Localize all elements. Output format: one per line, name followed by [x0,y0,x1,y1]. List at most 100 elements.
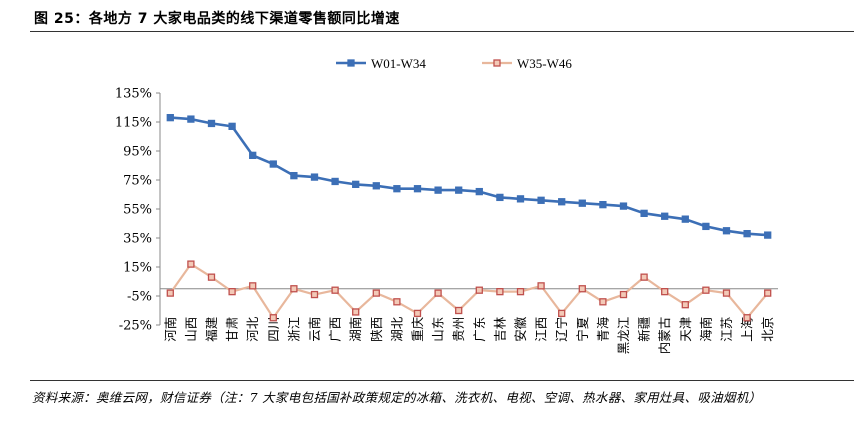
series-1-point [249,151,257,160]
series-2-point [434,289,442,297]
series-2-point [661,287,669,296]
series-2-point [249,282,257,290]
series-2-point [331,286,339,294]
series-2-point [352,308,360,316]
series-1-point [640,209,648,218]
y-tick-label: 55% [123,203,152,218]
series-2-point [187,260,195,268]
series-2-point [681,301,689,309]
x-category-label: 河北 [245,316,260,342]
series-2-point [496,287,504,296]
x-category-label: 新疆 [637,317,652,342]
x-category-label: 重庆 [410,316,425,342]
series-2-point [558,309,566,318]
series-2-point [702,286,710,294]
series-1-point [393,185,401,193]
x-category-label: 吉林 [492,316,507,342]
x-category-label: 宁夏 [575,316,590,342]
series-1-point [207,119,216,128]
series-1-point [558,198,566,206]
series-1-point [661,212,669,220]
y-tick-label: 35% [123,232,152,247]
series-2-point [393,298,401,306]
bottom-divider [30,380,854,381]
series-line-2 [169,263,769,319]
series-1-point [166,114,174,122]
x-category-label: 山西 [183,317,198,342]
x-category-label: 陕西 [369,317,384,342]
line-chart: -25% -5% 15% 35% 55% 75% 95% 115% 135% 河南 山西 福建 甘肃 河北… [115,56,778,355]
series-1-point [269,160,277,168]
series-1-point [578,199,586,207]
series-line-1 [170,116,768,237]
series-1-point [352,180,360,189]
series-1-point [702,222,710,231]
x-category-label: 青海 [595,316,610,342]
series-2-point [578,285,586,293]
series-1-point [413,185,422,193]
series-1-point [331,177,339,186]
series-2-point [722,289,731,297]
x-category-label: 天津 [678,317,693,342]
series-2-point [640,273,648,281]
x-category-label: 湖南 [348,317,363,342]
legend-marker-1 [347,59,355,67]
figure-title: 图 25：各地方 7 大家电品类的线下渠道零售额同比增速 [34,11,400,27]
series-1-point [537,196,545,204]
series-2-point [207,273,216,281]
series-2-point [372,289,380,297]
source-note: 资料来源：奥维云网，财信证券（注：7 大家电包括国补政策规定的冰箱、洗衣机、电视… [32,390,762,405]
series-1-point [599,200,607,209]
legend-label-1: W01-W34 [371,56,426,71]
x-category-label: 内蒙古 [657,317,672,355]
series-1-point [187,115,195,123]
series-1-point [434,186,442,194]
series-1-point [310,173,319,181]
series-1-point [290,171,298,180]
y-tick-label: 15% [123,261,152,276]
x-category-label: 云南 [307,317,322,342]
series-2-point [764,289,772,297]
series-1-point [228,122,236,130]
x-category-label: 河南 [163,317,178,342]
series-2-point [310,290,319,299]
series-2-point [455,306,463,315]
series-2-point [228,287,236,296]
x-category-label: 贵州 [451,317,466,342]
series-1-point [619,202,628,210]
x-category-label: 福建 [204,316,219,342]
legend-marker-2 [493,59,501,67]
x-category-label: 安徽 [513,316,528,342]
x-category-label: 上海 [740,316,755,342]
x-category-label: 湖北 [389,316,404,342]
x-category-label: 广东 [472,317,487,342]
series-1-point [372,182,380,190]
x-category-label: 江西 [534,317,549,342]
x-category-label: 北京 [760,317,775,342]
legend-label-2: W35-W46 [517,56,572,71]
x-category-label: 甘肃 [225,317,240,342]
y-tick-label: 95% [123,145,152,160]
series-2-point [413,309,422,318]
series-1-point [722,227,731,235]
top-divider [30,31,854,32]
series-2-point [619,290,628,299]
series-2-point [269,314,277,322]
x-category-label: 江苏 [719,317,734,342]
series-1-point [516,195,525,203]
series-1-point [455,186,463,194]
series-1-point [475,187,483,196]
series-1-point [681,215,689,223]
series-1-point [743,229,751,238]
y-tick-label: -25% [119,319,152,334]
series-2-point [599,298,607,306]
y-tick-label: 75% [123,174,152,189]
y-tick-label: 115% [115,116,152,131]
series-1-point [496,193,504,202]
y-tick-label: -5% [127,290,152,305]
series-2-point [475,286,483,294]
series-2-point [743,314,751,322]
x-category-label: 海南 [698,317,713,342]
series-2-point [516,287,525,296]
x-category-label: 浙江 [286,317,301,342]
